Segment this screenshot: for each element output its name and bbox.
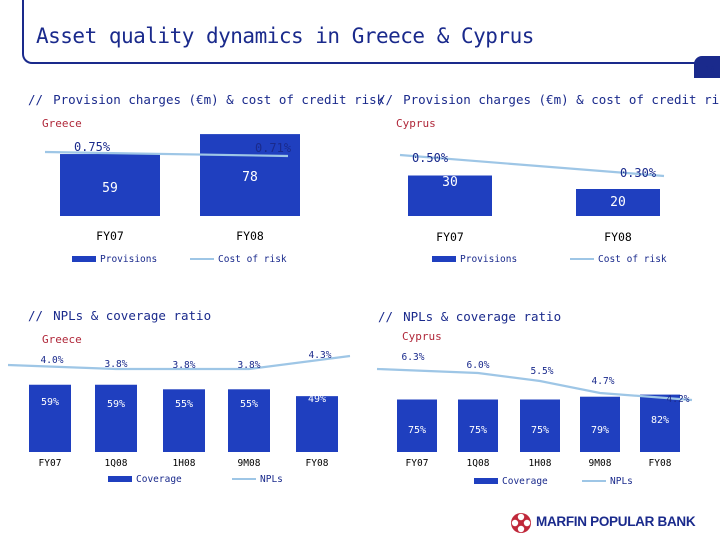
greece-subtitle: Greece [42,117,82,130]
cyprus_npls-line-label: 4.7% [592,376,615,387]
greece_npls-category-label: 1H08 [173,458,196,469]
cyprus_npls-category-label: FY07 [406,458,429,469]
cyprus_provisions-line-label: 0.50% [412,151,449,165]
cyprus_npls-category-label: FY08 [649,458,672,469]
greece_npls-bar-label: 55% [240,399,258,410]
greece_npls-bar-FY07 [29,384,71,452]
greece_npls-legend-bar-label: Coverage [136,474,182,485]
cyprus_npls-bar-1H08 [520,399,560,452]
greece_npls-category-label: FY07 [39,458,62,469]
cyprus_npls-bar-label: 75% [469,425,487,436]
panel-marker: // [378,92,394,107]
panel-marker: // [378,309,394,324]
greece_provisions-legend-line-label: Cost of risk [218,254,287,265]
cyprus_npls-bar-label: 75% [408,425,426,436]
greece_npls-category-label: 1Q08 [105,458,128,469]
greece_npls-legend-bar-swatch [108,476,132,482]
greece-npls-subtitle: Greece [42,333,82,346]
bank-logo-text: MARFIN POPULAR BANK [536,514,696,529]
greece_provisions-bar-FY08 [200,134,300,216]
panel-marker: // [28,308,44,323]
page-title: Asset quality dynamics in Greece & Cypru… [36,24,534,48]
greece_npls-category-label: FY08 [306,458,329,469]
greece_npls-bar-label: 59% [107,399,125,410]
greece_npls-bar-label: 55% [175,399,193,410]
cyprus_provisions-bar-label: 20 [610,195,626,210]
cyprus_npls-bar-label: 75% [531,425,549,436]
cyprus_npls-bar-FY07 [397,399,437,452]
greece_provisions-legend-bar-label: Provisions [100,254,157,265]
cyprus_npls-bar-1Q08 [458,399,498,452]
cyprus_npls-line-label: 4.2% [667,394,690,405]
header: Asset quality dynamics in Greece & Cypru… [0,0,720,78]
header-band [22,0,720,64]
cyprus_provisions-line-cost-of-risk [399,153,665,178]
panel-title-text: NPLs & coverage ratio [53,308,212,323]
cyprus-provisions-title: // Provision charges (€m) & cost of credi… [378,92,720,107]
greece_npls-category-label: 9M08 [238,458,261,469]
greece_npls-bar-FY08 [296,396,338,452]
greece_provisions-bar-FY07 [60,154,160,216]
cyprus_npls-category-label: 9M08 [589,458,612,469]
greece_provisions-line-label: 0.71% [255,141,292,155]
cyprus_npls-category-label: 1H08 [529,458,552,469]
cyprus_provisions-legend-line-label: Cost of risk [598,254,667,265]
greece_provisions-legend-bar-swatch [72,256,96,262]
cyprus_provisions-legend-bar-swatch [432,256,456,262]
cyprus_npls-line-label: 6.3% [402,352,425,363]
greece_npls-line-label: 3.8% [105,359,128,370]
greece-provisions-title: // Provision charges (€m) & cost of credi… [28,92,384,107]
cyprus_provisions-category-label: FY07 [436,230,464,244]
cyprus_provisions-legend-bar-label: Provisions [460,254,517,265]
greece_npls-line-label: 3.8% [173,360,196,371]
greece_provisions-bar-label: 78 [242,170,258,185]
cyprus-subtitle: Cyprus [396,117,436,130]
greece_npls-bar-label: 49% [308,394,326,405]
greece_provisions-bar-label: 59 [102,181,118,196]
cyprus-npls-subtitle: Cyprus [402,330,442,343]
cyprus_provisions-category-label: FY08 [604,230,632,244]
bank-logo-mark [511,513,531,533]
greece_npls-bar-9M08 [228,389,270,452]
greece_provisions-line-cost-of-risk [44,150,289,158]
bank-logo [510,512,532,538]
greece_npls-line-label: 4.0% [41,355,64,366]
page-number-tab [694,56,720,78]
greece_provisions-category-label: FY08 [236,229,264,243]
cyprus_npls-category-label: 1Q08 [467,458,490,469]
panel-title-text: Provision charges (€m) & cost of credit … [53,92,385,107]
greece-npls-title: // NPLs & coverage ratio [28,308,211,323]
panel-marker: // [28,92,44,107]
cyprus_provisions-line-label: 0.30% [620,166,657,180]
cyprus_provisions-bar-label: 30 [442,175,458,190]
greece_npls-bar-1H08 [163,389,205,452]
page-number: 18 [704,65,715,74]
cyprus_npls-line-npls [376,367,693,402]
greece_provisions-category-label: FY07 [96,229,124,243]
greece_npls-legend-line-label: NPLs [260,474,283,485]
greece_provisions-line-label: 0.75% [74,140,111,154]
cyprus_provisions-bar-FY07 [408,175,492,216]
panel-title-text: Provision charges (€m) & cost of credit … [403,92,720,107]
cyprus_npls-line-label: 5.5% [531,366,554,377]
cyprus_npls-bar-label: 79% [591,425,609,436]
cyprus_npls-line-label: 6.0% [467,360,490,371]
cyprus_npls-legend-bar-label: Coverage [502,476,548,487]
cyprus_npls-legend-line-label: NPLs [610,476,633,487]
greece_npls-bar-1Q08 [95,384,137,452]
greece_npls-line-npls [7,354,351,371]
cyprus_npls-bar-FY08 [640,394,680,452]
cyprus_provisions-bar-FY08 [576,189,660,216]
cyprus_npls-bar-9M08 [580,396,620,452]
cyprus_npls-bar-label: 82% [651,415,669,426]
greece_npls-bar-label: 59% [41,397,59,408]
panel-title-text: NPLs & coverage ratio [403,309,562,324]
greece_npls-line-label: 4.3% [309,350,332,361]
greece_npls-line-label: 3.8% [238,360,261,371]
cyprus-npls-title: // NPLs & coverage ratio [378,309,561,324]
cyprus_npls-legend-bar-swatch [474,478,498,484]
